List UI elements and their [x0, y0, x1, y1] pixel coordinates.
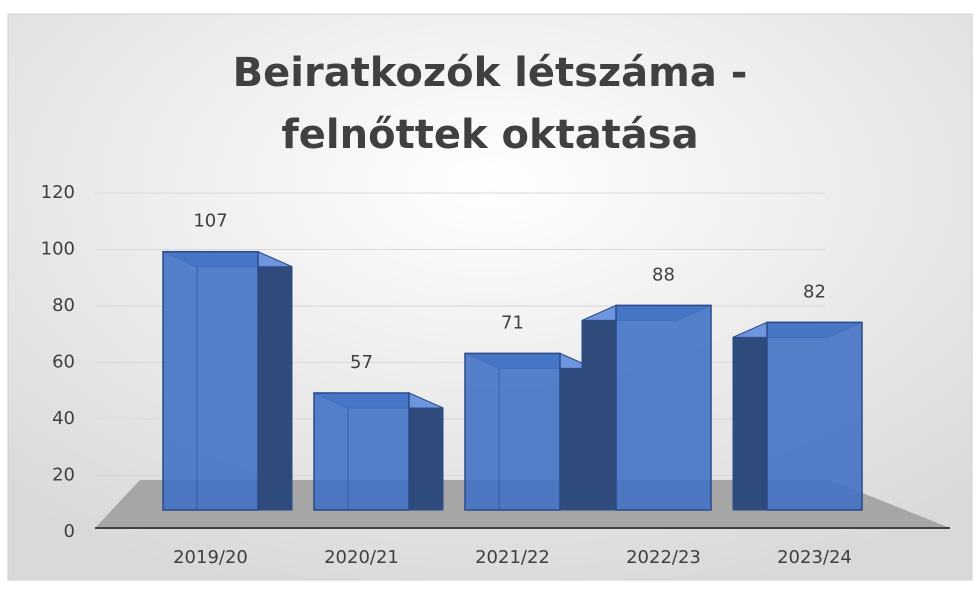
value-label: 88 — [652, 264, 675, 285]
bar-side — [581, 304, 617, 511]
value-label: 107 — [193, 211, 227, 232]
y-tick-label: 40 — [52, 408, 75, 429]
y-tick-label: 60 — [52, 352, 75, 373]
bar — [581, 304, 712, 511]
bar — [464, 352, 595, 511]
bar-front — [313, 392, 410, 511]
value-label: 82 — [803, 281, 826, 302]
value-label: 71 — [501, 312, 524, 333]
bar — [313, 392, 444, 511]
bar-front — [766, 321, 863, 511]
bar — [732, 321, 863, 511]
x-tick-label: 2023/24 — [777, 547, 852, 568]
bar-front — [162, 250, 259, 511]
bar-side — [257, 250, 293, 511]
y-tick-label: 100 — [41, 239, 75, 260]
bar-front — [615, 304, 712, 511]
x-tick-label: 2022/23 — [626, 547, 701, 568]
y-tick-label: 80 — [52, 295, 75, 316]
y-tick-label: 0 — [64, 521, 75, 542]
x-tick-label: 2019/20 — [173, 547, 248, 568]
x-tick-label: 2021/22 — [475, 547, 550, 568]
bar — [162, 250, 293, 511]
y-tick-label: 20 — [52, 465, 75, 486]
chart-title: Beiratkozók létszáma - felnőttek oktatás… — [232, 50, 748, 158]
value-label: 57 — [350, 352, 373, 373]
x-tick-label: 2020/21 — [324, 547, 399, 568]
y-tick-label: 120 — [41, 182, 75, 203]
bar-side — [408, 392, 444, 511]
bar-side — [732, 321, 768, 511]
bar-front — [464, 352, 561, 511]
